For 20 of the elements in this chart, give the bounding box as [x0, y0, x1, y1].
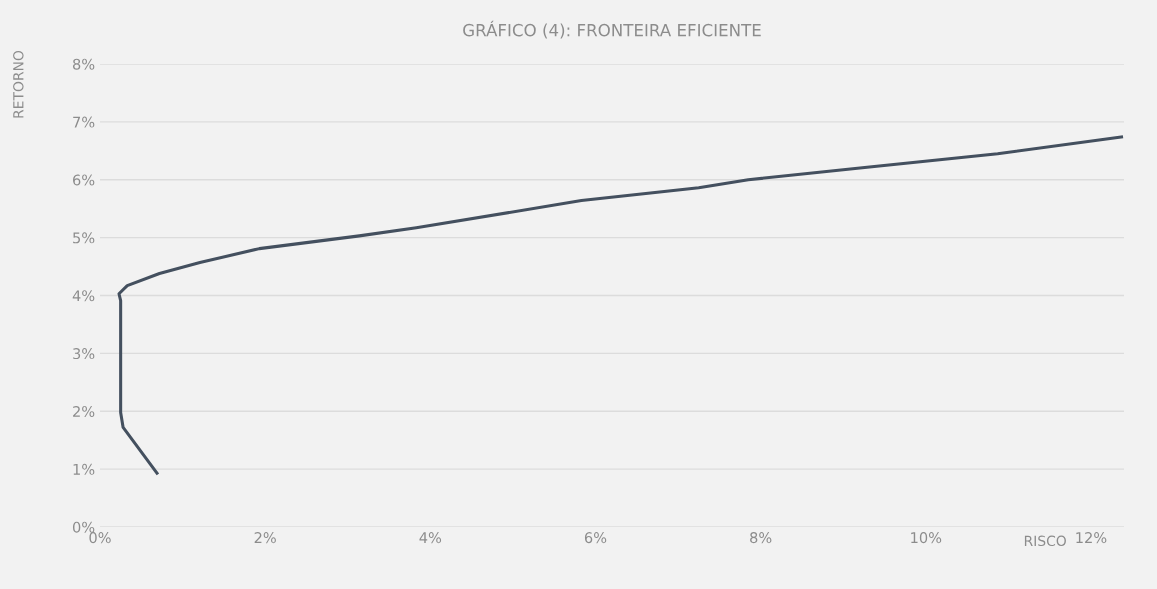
x-tick-label: 6% [584, 532, 607, 544]
x-tick-label: 2% [254, 532, 276, 544]
x-axis-title: RISCO [1024, 535, 1066, 547]
y-tick-label: 7% [73, 116, 95, 128]
y-tick-label: 4% [72, 290, 95, 302]
chart-title: GRÁFICO (4): FRONTEIRA EFICIENTE [463, 20, 761, 39]
x-tick-label: 10% [911, 532, 942, 544]
y-tick-label: 5% [73, 232, 95, 244]
y-tick-label: 6% [73, 174, 95, 186]
y-tick-label: 2% [73, 405, 95, 417]
y-tick-label: 8% [72, 58, 95, 70]
y-tick-label: 1% [73, 463, 95, 475]
x-tick-label: 0% [89, 532, 111, 544]
x-tick-label: 12% [1076, 532, 1107, 544]
x-tick-label: 4% [419, 532, 442, 544]
y-axis-title: RETORNO [13, 50, 24, 118]
line-series [117, 135, 1124, 475]
x-tick-label: 8% [750, 532, 772, 544]
y-tick-label: 3% [73, 348, 95, 360]
y-tick-label: 0% [72, 521, 95, 533]
